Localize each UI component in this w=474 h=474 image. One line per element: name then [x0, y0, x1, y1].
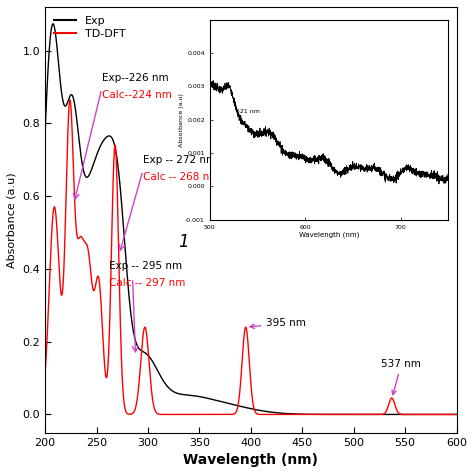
- Y-axis label: Absorbance (a.u): Absorbance (a.u): [7, 172, 17, 268]
- TD-DFT: [441, 411, 447, 417]
- Text: 537 nm: 537 nm: [382, 359, 421, 395]
- Text: Exp -- 295 nm: Exp -- 295 nm: [109, 261, 182, 271]
- Text: Calc--224 nm: Calc--224 nm: [102, 90, 172, 100]
- Exp: [219, 399, 224, 404]
- Exp: [215, 398, 221, 404]
- Legend: Exp, TD-DFT: Exp, TD-DFT: [51, 12, 129, 43]
- Text: 1: 1: [179, 233, 189, 251]
- Line: TD-DFT: TD-DFT: [45, 100, 456, 414]
- TD-DFT: [42, 371, 48, 376]
- Exp: [42, 128, 48, 134]
- Exp: [50, 21, 56, 27]
- Exp: [441, 411, 447, 417]
- TD-DFT: [421, 411, 427, 417]
- Text: Calc -- 297 nm: Calc -- 297 nm: [109, 278, 185, 288]
- X-axis label: Wavelength (nm): Wavelength (nm): [183, 453, 319, 467]
- TD-DFT: [341, 411, 347, 417]
- Exp: [421, 411, 427, 417]
- Exp: [238, 403, 244, 409]
- Text: Calc -- 268 nm: Calc -- 268 nm: [143, 173, 219, 182]
- Exp: [454, 411, 459, 417]
- TD-DFT: [238, 378, 244, 384]
- Text: Exp -- 272 nm: Exp -- 272 nm: [143, 155, 216, 165]
- TD-DFT: [67, 97, 73, 103]
- Exp: [341, 411, 347, 417]
- Text: 395 nm: 395 nm: [250, 319, 306, 328]
- TD-DFT: [219, 411, 224, 417]
- Line: Exp: Exp: [45, 24, 456, 414]
- TD-DFT: [321, 411, 327, 417]
- TD-DFT: [454, 411, 459, 417]
- Text: Exp--226 nm: Exp--226 nm: [102, 73, 168, 83]
- TD-DFT: [215, 411, 221, 417]
